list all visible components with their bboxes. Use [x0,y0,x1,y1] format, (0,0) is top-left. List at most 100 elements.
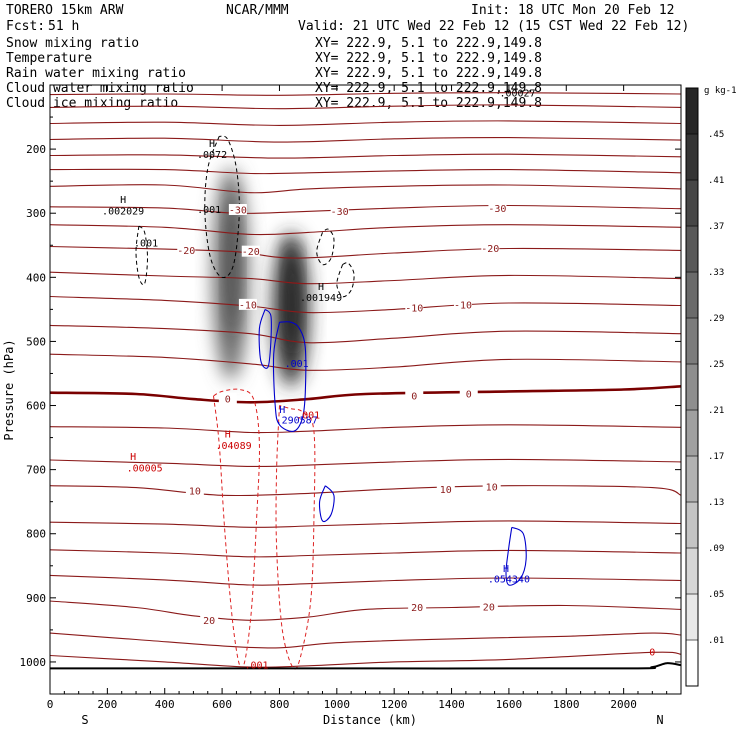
x-axis-title: Distance (km) [323,713,417,727]
rain-contours [213,388,316,670]
temperature-contour-15 [50,424,681,434]
colorbar-swatch-6 [686,364,698,411]
x-tick-label-4: 800 [270,698,290,711]
annotation-15: .00005 [127,464,163,475]
annotation-10: .290587 [276,415,318,426]
y-tick-label-7: 900 [26,592,46,605]
temperature-contour-5 [50,168,681,175]
temp-label-9: 0 [225,395,231,406]
legend-xy-cloud-ice: XY= 222.9, 5.1 to 222.9,149.8 [315,96,542,111]
x-tick-label-0: 0 [47,698,54,711]
fcst-value: 51 h [48,19,79,34]
colorbar-tick-label-4: .17 [708,452,724,462]
y-tick-label-5: 700 [26,464,46,477]
colorbar-tick-label-6: .25 [708,360,724,370]
temp-label-bg-16 [408,601,427,613]
temperature-contour-21 [50,600,681,621]
annotation-11: .001 [296,410,320,421]
temperature-contour-4 [50,153,681,159]
temp-label-bg-6 [238,298,257,310]
temp-label-12: 10 [189,486,201,497]
cloud-ice-contour-3 [336,262,355,298]
temperature-contour-11 [50,295,681,314]
cloud-water-contour-2 [318,485,335,522]
colorbar: .01 .05 .09 .13 .17 .21 .25 .29 .33 .37 .41 .45 [685,87,724,687]
temp-label-2: -30 [488,204,506,215]
colorbar-tick-label-9: .37 [708,222,724,232]
temp-label-15: 20 [203,616,215,627]
temp-label-bg-8 [454,298,473,310]
temperature-contour-20 [50,574,681,586]
temperature-contour-12 [50,324,681,344]
cloud-water-contour-3 [505,526,527,586]
y-tick-label-1: 300 [26,207,46,220]
temp-label-bg-3 [177,244,196,256]
temperature-contour-7 [50,204,681,214]
legend-xy-snow: XY= 222.9, 5.1 to 222.9,149.8 [315,36,542,51]
temp-label-bg-2 [488,202,507,214]
colorbar-swatch-0 [686,640,698,687]
temp-label-bg-13 [436,483,455,495]
colorbar-swatch-7 [686,318,698,365]
colorbar-unit: g kg-1 [704,86,737,96]
y-axis-title: Pressure (hPa) [2,339,16,440]
colorbar-tick-label-10: .41 [708,176,724,186]
x-tick-label-9: 1800 [553,698,580,711]
cloud-water-contour-0 [258,308,272,369]
temperature-contour-1 [50,104,681,110]
annotation-20: 0 [649,648,655,659]
temperature-contour-8 [50,224,681,236]
temp-label-17: 20 [483,602,495,613]
contour-labels: -30 -30 -30 -20 -20 -20 -10 -10 -10 0 0 0 10 10 10 20 20… [102,89,655,672]
terrain-line [50,662,681,670]
x-tick-label-5: 1000 [324,698,351,711]
annotation-7: .001949 [300,293,342,304]
colorbar-swatch-8 [686,272,698,319]
annotation-13: .04089 [216,441,252,452]
valid-time: Valid: 21 UTC Wed 22 Feb 12 (15 CST Wed … [298,19,689,34]
temp-label-11: 0 [466,389,472,400]
x-tick-label-8: 1600 [496,698,523,711]
annotation-14: H [130,452,136,463]
temp-label-5: -20 [481,244,499,255]
snow-plume-core-1 [285,248,300,351]
temperature-contour-19 [50,549,681,558]
annotation-4: .001 [197,205,221,216]
temperature-contour-16 [50,458,681,468]
legend-label-snow: Snow mixing ratio [6,36,139,51]
cloud-ice-contours [135,135,355,298]
org-title: NCAR/MMM [226,3,289,18]
y-tick-label-6: 800 [26,528,46,541]
temp-label-bg-14 [482,480,501,492]
cloud-ice-contour-0 [204,135,240,278]
annotation-0: H [209,139,215,150]
y-tick-label-4: 600 [26,400,46,413]
temp-label-bg-7 [405,302,424,314]
cloud-water-contour-1 [272,321,307,432]
terrain-surface [50,662,681,670]
colorbar-swatch-5 [686,410,698,457]
temp-label-bg-15 [200,614,219,626]
legend-xy-temperature: XY= 222.9, 5.1 to 222.9,149.8 [315,51,542,66]
colorbar-swatch-2 [686,548,698,595]
temp-label-13: 10 [440,485,452,496]
cloud-ice-contour-2 [316,228,335,266]
cloud-water-contours [258,308,527,586]
temp-label-4: -20 [242,247,260,258]
model-title: TORERO 15km ARW [6,3,124,18]
annotation-18: .001 [244,660,268,671]
annotation-17: .054340 [488,574,530,585]
rain-contour-1 [275,405,316,670]
annotation-12: H [225,430,231,441]
temperature-contours [50,92,681,668]
temperature-contour-2 [50,120,681,126]
cloud-ice-contour-1 [135,225,149,286]
temp-label-bg-5 [481,242,500,254]
temperature-contour-13 [50,353,681,371]
temperature-contour-17 [50,485,681,497]
temp-label-16: 20 [411,603,423,614]
temp-label-bg-17 [479,600,498,612]
temperature-contour-23 [50,651,681,668]
temp-label-10: 0 [411,391,417,402]
